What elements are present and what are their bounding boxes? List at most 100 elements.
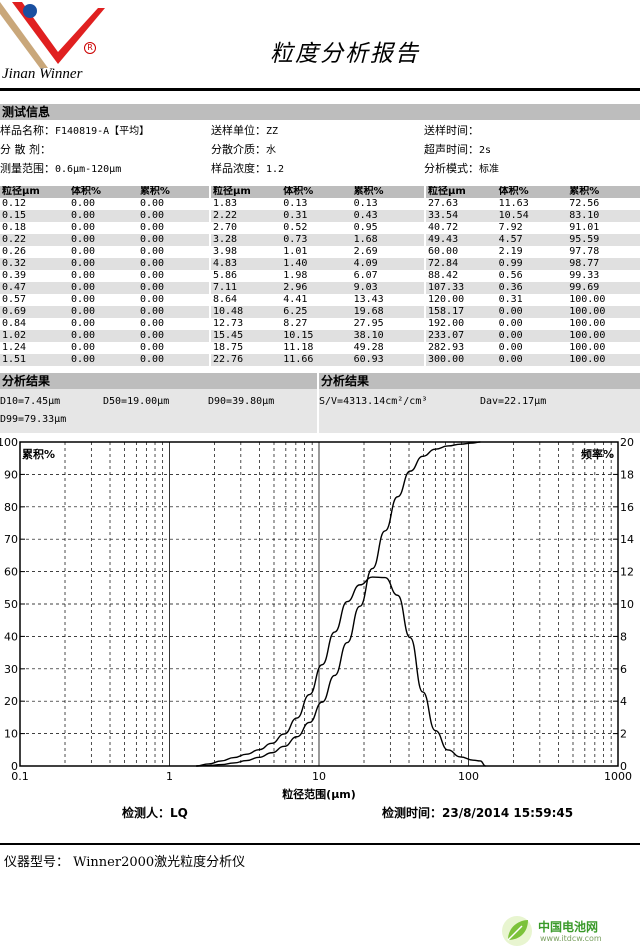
y-tick-label-left: 10 (4, 728, 18, 741)
registered-mark: R (84, 42, 96, 54)
table-row: 0.69 0.00 0.00 (0, 306, 209, 318)
table-cell: 11.66 (281, 354, 352, 366)
table-cell: 3.28 (211, 234, 282, 246)
table-cell: 0.00 (70, 342, 96, 353)
d10-value: D10=7.45μm (0, 396, 61, 407)
field-value: 标准 (479, 164, 499, 175)
table-cell: 0.00 (70, 246, 96, 257)
table-cell: 18.75 (213, 342, 244, 353)
table-cell: 4.41 (283, 294, 308, 305)
table-cell: 0.00 (496, 306, 568, 318)
results-heading-right: 分析结果 (319, 373, 640, 389)
table-header-cell: 体积% (496, 186, 568, 198)
table-cell: 0.00 (70, 294, 96, 305)
table-cell: 6.25 (281, 306, 352, 318)
table-cell: 7.92 (498, 222, 523, 233)
table-cell: 0.00 (139, 342, 165, 353)
table-row: 0.57 0.00 0.00 (0, 294, 209, 306)
table-cell: 27.95 (353, 318, 384, 329)
size-table-block: 粒径μm 体积% 累积% 1.83 0.13 0.13 2.22 0.31 0.43 2.70 0.… (211, 186, 424, 366)
test-info-field: 样品名称：F140819-A【平均】 (0, 124, 149, 139)
table-cell: 0.00 (70, 318, 96, 329)
table-cell: 98.77 (567, 258, 640, 270)
table-cell: 15.45 (211, 330, 282, 342)
table-row: 0.47 0.00 0.00 (0, 282, 209, 294)
table-cell: 282.93 (428, 342, 465, 353)
y-tick-label-left: 70 (4, 533, 18, 546)
test-info-field: 样品浓度：1.2 (211, 162, 284, 177)
table-cell: 0.00 (139, 318, 165, 329)
table-row: 8.64 4.41 13.43 (211, 294, 424, 306)
table-cell: 158.17 (426, 306, 497, 318)
table-header-cell: 体积% (281, 186, 352, 198)
page-title: 粒度分析报告 (270, 41, 420, 67)
table-cell: 100.00 (569, 294, 606, 305)
table-cell: 0.00 (139, 246, 165, 257)
table-cell: 0.32 (0, 258, 69, 270)
y-tick-label-left: 80 (4, 501, 18, 514)
sv-value: S/V=4313.14cm²/cm³ (319, 396, 428, 407)
y-tick-label-left: 0 (11, 760, 18, 773)
table-cell: 33.54 (426, 210, 497, 222)
table-cell: 0.00 (139, 270, 165, 281)
field-value: 2s (479, 145, 492, 156)
table-cell: 38.10 (351, 330, 424, 342)
field-label: 分散介质： (211, 143, 266, 156)
results-heading-left: 分析结果 (0, 373, 317, 389)
table-cell: 0.12 (2, 198, 27, 209)
y-tick-label-right: 4 (620, 695, 627, 708)
table-cell: 0.00 (139, 294, 165, 305)
table-row: 1.83 0.13 0.13 (211, 198, 424, 210)
y-tick-label-right: 6 (620, 663, 627, 676)
table-cell: 10.54 (496, 210, 568, 222)
table-cell: 0.99 (496, 258, 568, 270)
header-rule (0, 88, 640, 91)
y-tick-label-left: 90 (4, 468, 18, 481)
field-label: 分 散 剂： (0, 143, 51, 156)
table-row: 7.11 2.96 9.03 (211, 282, 424, 294)
table-header-cell: 累积% (137, 186, 209, 198)
table-cell: 7.11 (211, 282, 282, 294)
table-cell: 3.98 (213, 246, 238, 257)
table-cell: 0.00 (68, 282, 138, 294)
table-cell: 1.40 (281, 258, 352, 270)
table-cell: 2.96 (281, 282, 352, 294)
table-row: 158.17 0.00 100.00 (426, 306, 640, 318)
test-info-field: 分散介质：水 (211, 143, 276, 158)
table-cell: 8.27 (283, 318, 308, 329)
table-cell: 1.98 (283, 270, 308, 281)
table-cell: 10.15 (281, 330, 352, 342)
table-cell: 97.78 (569, 246, 600, 257)
test-info-field: 分析模式：标准 (424, 162, 499, 177)
table-cell: 1.83 (213, 198, 238, 209)
table-cell: 12.73 (213, 318, 244, 329)
table-cell: 0.18 (2, 222, 27, 233)
table-cell: 9.03 (351, 282, 424, 294)
table-cell: 11.18 (283, 342, 314, 353)
table-cell: 0.39 (2, 270, 27, 281)
table-cell: 1.01 (283, 246, 308, 257)
y-tick-label-right: 16 (620, 501, 634, 514)
field-label: 测量范围： (0, 162, 55, 175)
y-tick-label-left: 50 (4, 598, 18, 611)
y-tick-label-left: 30 (4, 663, 18, 676)
y-tick-label-right: 10 (620, 598, 634, 611)
table-cell: 49.28 (353, 342, 384, 353)
y-tick-label-right: 20 (620, 436, 634, 449)
test-time-label: 检测时间：23/8/2014 15:59:45 (382, 806, 574, 820)
table-cell: 0.00 (137, 330, 209, 342)
table-row: 15.45 10.15 38.10 (211, 330, 424, 342)
table-row: 1.02 0.00 0.00 (0, 330, 209, 342)
table-cell: 0.00 (137, 234, 209, 246)
table-cell: 88.42 (428, 270, 459, 281)
field-value: 水 (266, 145, 276, 156)
table-header-cell: 粒径μm (0, 186, 69, 198)
table-row: 0.32 0.00 0.00 (0, 258, 209, 270)
table-cell: 0.00 (70, 270, 96, 281)
test-info-field: 测量范围：0.6μm-120μm (0, 162, 121, 177)
table-cell: 0.26 (2, 246, 27, 257)
table-row: 1.51 0.00 0.00 (0, 354, 209, 366)
table-cell: 233.07 (426, 330, 497, 342)
x-tick-label: 1000 (604, 770, 632, 783)
footer-rule (0, 843, 640, 845)
